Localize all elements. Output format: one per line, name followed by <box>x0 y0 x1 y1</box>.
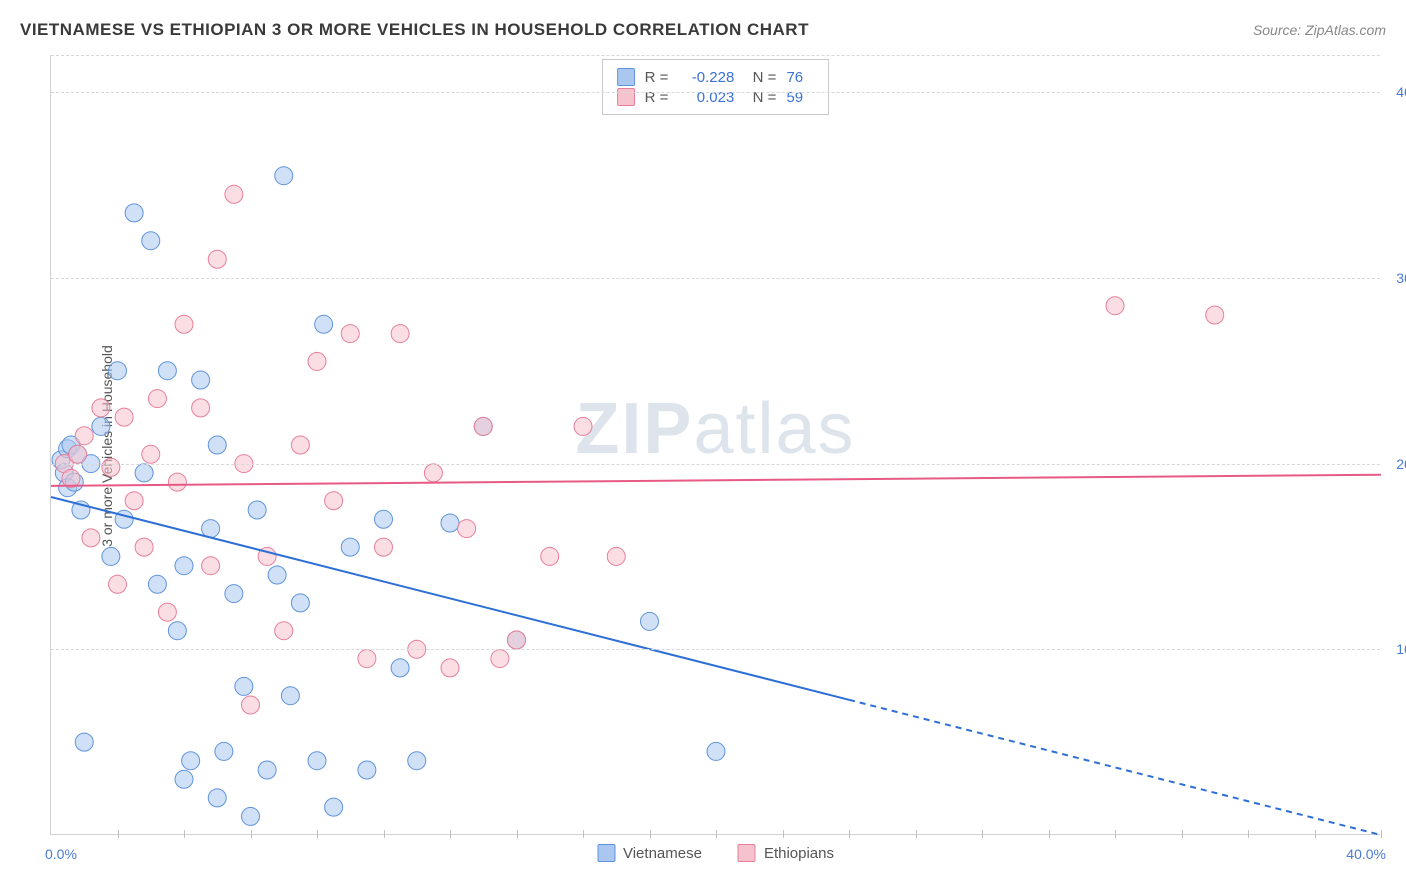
swatch-ethiopians <box>617 88 635 106</box>
x-label-left: 0.0% <box>45 846 77 862</box>
x-label-right: 40.0% <box>1346 846 1386 862</box>
swatch-vietnamese <box>617 68 635 86</box>
r-value-ethiopians: 0.023 <box>678 89 734 106</box>
legend-swatch-vietnamese <box>597 844 615 862</box>
n-label: N = <box>744 69 776 86</box>
r-value-vietnamese: -0.228 <box>678 69 734 86</box>
y-tick-label: 40.0% <box>1396 84 1406 100</box>
chart-title: VIETNAMESE VS ETHIOPIAN 3 OR MORE VEHICL… <box>20 20 809 40</box>
y-tick-label: 30.0% <box>1396 270 1406 286</box>
source-label: Source: ZipAtlas.com <box>1253 22 1386 38</box>
chart-svg <box>51 55 1380 834</box>
n-label: N = <box>744 89 776 106</box>
legend-label-ethiopians: Ethiopians <box>764 845 834 862</box>
legend-item-ethiopians: Ethiopians <box>738 844 834 862</box>
legend: Vietnamese Ethiopians <box>597 844 834 862</box>
plot-area: ZIPatlas R = -0.228 N = 76 R = 0.023 N =… <box>50 55 1380 835</box>
r-label: R = <box>645 69 669 86</box>
r-label: R = <box>645 89 669 106</box>
y-tick-label: 10.0% <box>1396 641 1406 657</box>
stats-row-ethiopians: R = 0.023 N = 59 <box>617 88 815 106</box>
n-value-vietnamese: 76 <box>786 69 814 86</box>
y-tick-label: 20.0% <box>1396 456 1406 472</box>
legend-item-vietnamese: Vietnamese <box>597 844 702 862</box>
stats-row-vietnamese: R = -0.228 N = 76 <box>617 68 815 86</box>
legend-swatch-ethiopians <box>738 844 756 862</box>
legend-label-vietnamese: Vietnamese <box>623 845 702 862</box>
n-value-ethiopians: 59 <box>786 89 814 106</box>
stats-box: R = -0.228 N = 76 R = 0.023 N = 59 <box>602 59 830 115</box>
